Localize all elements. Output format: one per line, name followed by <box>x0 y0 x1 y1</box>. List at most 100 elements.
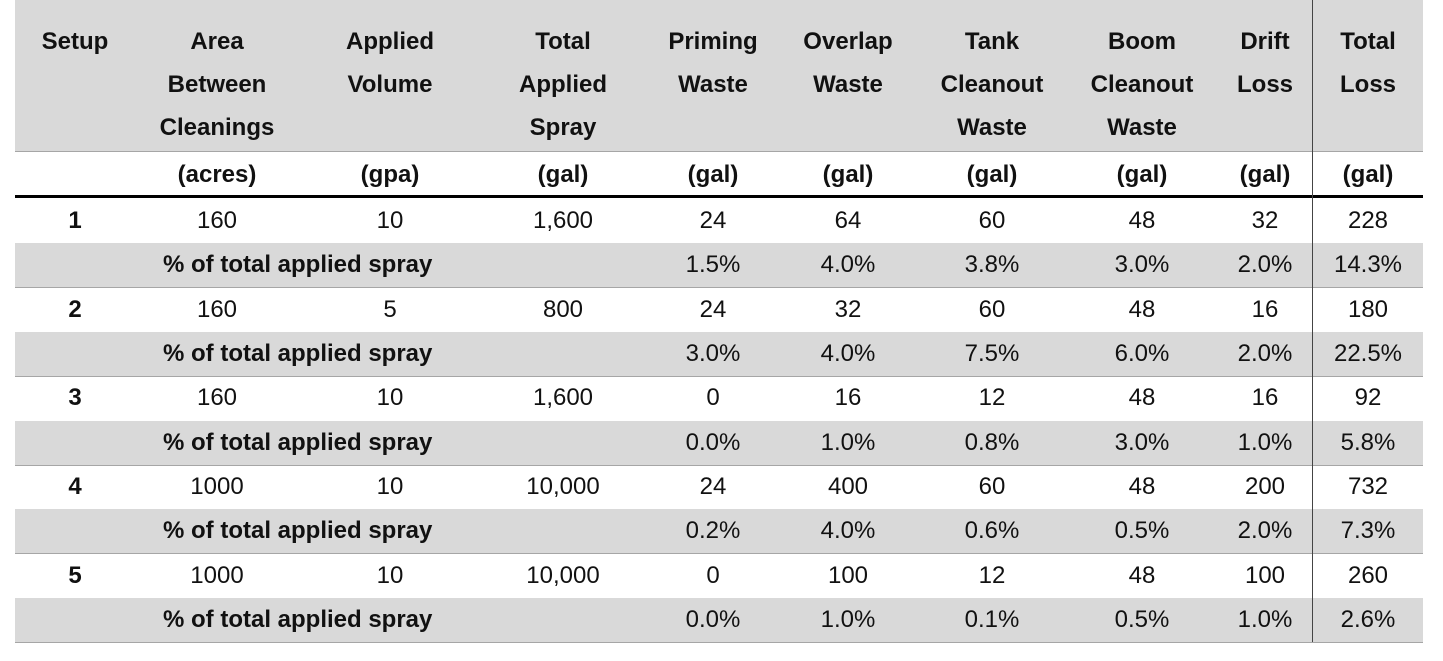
value-cell: 24 <box>699 207 727 234</box>
percent-cell: 4.0% <box>820 340 876 367</box>
value-cell: 160 <box>196 384 238 412</box>
unit-cell: (gpa) <box>360 161 420 188</box>
value-cell: 16 <box>1251 295 1279 323</box>
value-cell: 200 <box>1244 473 1286 501</box>
header-cell: Applied <box>346 28 434 55</box>
value-cell: 260 <box>1347 561 1389 589</box>
percent-cell: 0.8% <box>964 428 1020 456</box>
value-cell: 60 <box>978 207 1006 234</box>
rule <box>15 464 1423 466</box>
value-cell: 1,600 <box>532 207 594 234</box>
header-cell: Drift <box>1240 28 1290 55</box>
value-cell: 100 <box>827 561 869 589</box>
header-cell: Between <box>167 71 267 98</box>
value-cell: 48 <box>1128 295 1156 323</box>
percent-cell: 0.0% <box>685 428 741 456</box>
header-cell: Volume <box>347 71 433 98</box>
value-cell: 16 <box>834 384 862 412</box>
value-cell: 10 <box>376 384 404 412</box>
header-cell: Applied <box>519 71 607 98</box>
setup-cell: 2 <box>68 295 82 323</box>
value-cell: 60 <box>978 473 1006 501</box>
percent-cell: 1.0% <box>1237 428 1293 456</box>
value-cell: 12 <box>978 561 1006 589</box>
percent-cell: 6.0% <box>1114 340 1170 367</box>
value-cell: 64 <box>834 207 862 234</box>
percent-cell: 5.8% <box>1340 428 1396 456</box>
header-cell: Boom <box>1108 28 1176 55</box>
value-cell: 1000 <box>190 473 244 501</box>
value-cell: 12 <box>978 384 1006 412</box>
value-cell: 48 <box>1128 473 1156 501</box>
thick-rule <box>15 195 1423 198</box>
percent-label: % of total applied spray <box>163 606 433 634</box>
percent-cell: 14.3% <box>1333 251 1403 279</box>
header-cell: Tank <box>964 28 1020 55</box>
value-cell: 10 <box>376 473 404 501</box>
value-cell: 32 <box>834 295 862 323</box>
setup-cell: 3 <box>68 384 82 412</box>
percent-label: % of total applied spray <box>163 428 433 456</box>
value-cell: 0 <box>706 384 720 412</box>
setup-cell: 5 <box>68 561 82 589</box>
unit-cell: (acres) <box>177 161 257 188</box>
header-cell: Waste <box>813 71 883 98</box>
percent-cell: 3.0% <box>1114 251 1170 279</box>
percent-cell: 2.0% <box>1237 517 1293 545</box>
percent-cell: 0.1% <box>964 606 1020 634</box>
value-cell: 160 <box>196 207 238 234</box>
percent-row-background <box>15 598 1423 643</box>
value-cell: 48 <box>1128 207 1156 234</box>
percent-cell: 7.5% <box>964 340 1020 367</box>
percent-cell: 0.5% <box>1114 606 1170 634</box>
percent-cell: 2.0% <box>1237 251 1293 279</box>
unit-cell: (gal) <box>1116 161 1168 188</box>
header-cell: Loss <box>1236 71 1294 98</box>
unit-cell: (gal) <box>966 161 1018 188</box>
value-cell: 5 <box>383 295 397 323</box>
header-cell: Waste <box>957 114 1027 141</box>
value-cell: 100 <box>1244 561 1286 589</box>
percent-cell: 7.3% <box>1340 517 1396 545</box>
header-cell: Cleanings <box>159 114 275 141</box>
percent-cell: 4.0% <box>820 517 876 545</box>
unit-cell: (gal) <box>822 161 874 188</box>
value-cell: 92 <box>1354 384 1382 412</box>
header-cell: Loss <box>1339 71 1397 98</box>
header-cell: Area <box>190 28 244 55</box>
value-cell: 10 <box>376 561 404 589</box>
header-cell: Waste <box>1107 114 1177 141</box>
value-cell: 48 <box>1128 384 1156 412</box>
percent-cell: 1.0% <box>820 606 876 634</box>
value-cell: 32 <box>1251 207 1279 234</box>
unit-cell: (gal) <box>537 161 589 188</box>
rule <box>15 376 1423 377</box>
percent-row-background <box>15 420 1423 465</box>
column-divider <box>1312 0 1313 642</box>
percent-cell: 22.5% <box>1333 340 1403 367</box>
percent-cell: 0.2% <box>685 517 741 545</box>
percent-cell: 3.0% <box>685 340 741 367</box>
header-cell: Cleanout <box>940 71 1044 98</box>
rule <box>15 151 1423 152</box>
header-cell: Priming <box>668 28 758 55</box>
value-cell: 400 <box>827 473 869 501</box>
value-cell: 1,600 <box>532 384 594 412</box>
value-cell: 10,000 <box>526 473 600 501</box>
percent-cell: 1.0% <box>820 428 876 456</box>
percent-label: % of total applied spray <box>163 517 433 545</box>
header-cell: Cleanout <box>1090 71 1194 98</box>
percent-cell: 3.0% <box>1114 428 1170 456</box>
percent-cell: 4.0% <box>820 251 876 279</box>
percent-label: % of total applied spray <box>163 251 433 279</box>
value-cell: 24 <box>699 473 727 501</box>
percent-row-background <box>15 509 1423 554</box>
rule <box>15 553 1423 555</box>
percent-row-background <box>15 332 1423 376</box>
value-cell: 0 <box>706 561 720 589</box>
header-background <box>15 0 1423 151</box>
header-cell: Total <box>1340 28 1396 55</box>
value-cell: 10 <box>376 207 404 234</box>
header-cell: Overlap <box>803 28 893 55</box>
